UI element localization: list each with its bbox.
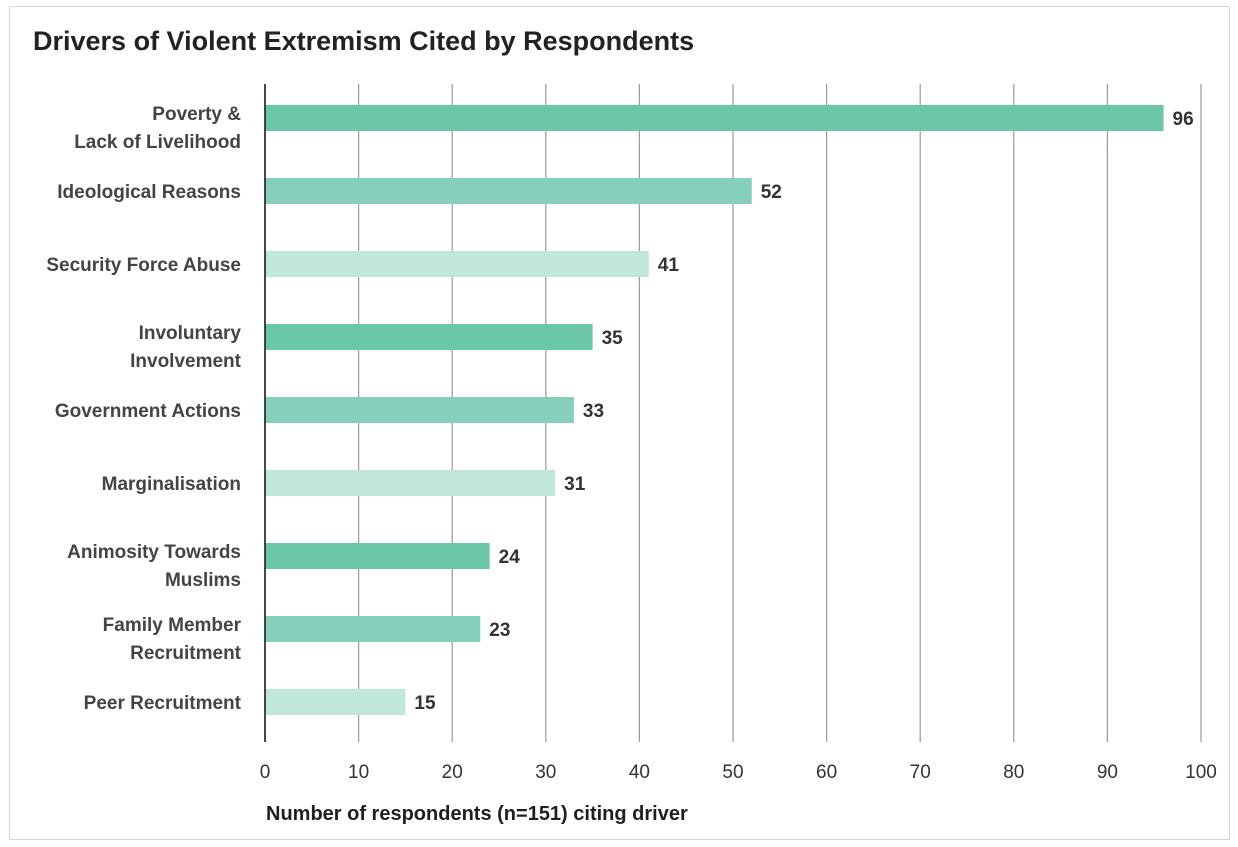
category-label-3-line-0: Involuntary bbox=[139, 323, 242, 344]
value-label-1: 52 bbox=[761, 182, 782, 203]
x-tick-label-20: 20 bbox=[442, 762, 463, 783]
x-tick-label-90: 90 bbox=[1097, 762, 1118, 783]
bar-2 bbox=[265, 251, 649, 277]
category-label-4-line-0: Government Actions bbox=[55, 401, 241, 422]
category-label-3-line-1: Involvement bbox=[130, 351, 242, 372]
x-tick-label-80: 80 bbox=[1003, 762, 1024, 783]
x-tick-label-50: 50 bbox=[722, 762, 743, 783]
bar-0 bbox=[265, 105, 1164, 131]
x-tick-label-70: 70 bbox=[910, 762, 931, 783]
category-label-7-line-1: Recruitment bbox=[130, 643, 242, 664]
value-label-5: 31 bbox=[564, 474, 586, 495]
category-label-8-line-0: Peer Recruitment bbox=[84, 693, 242, 714]
chart-title: Drivers of Violent Extremism Cited by Re… bbox=[33, 26, 695, 56]
value-label-3: 35 bbox=[602, 328, 624, 349]
bar-5 bbox=[265, 470, 556, 496]
value-label-8: 15 bbox=[414, 693, 436, 714]
category-label-0-line-1: Lack of Livelihood bbox=[74, 132, 241, 153]
value-label-4: 33 bbox=[583, 401, 604, 422]
bar-8 bbox=[265, 689, 406, 715]
category-label-7-line-0: Family Member bbox=[103, 615, 242, 636]
x-tick-label-10: 10 bbox=[348, 762, 369, 783]
x-tick-label-100: 100 bbox=[1185, 762, 1217, 783]
value-label-7: 23 bbox=[489, 620, 510, 641]
category-label-6-line-1: Muslims bbox=[165, 570, 241, 591]
category-label-5-line-0: Marginalisation bbox=[102, 474, 241, 495]
category-label-2-line-0: Security Force Abuse bbox=[46, 255, 241, 276]
chart-frame bbox=[9, 6, 1230, 840]
x-tick-label-60: 60 bbox=[816, 762, 837, 783]
bar-4 bbox=[265, 397, 574, 423]
x-axis-title: Number of respondents (n=151) citing dri… bbox=[266, 803, 688, 825]
x-tick-label-0: 0 bbox=[260, 762, 271, 783]
bar-7 bbox=[265, 616, 481, 642]
value-label-0: 96 bbox=[1173, 109, 1194, 130]
category-label-0-line-0: Poverty & bbox=[152, 104, 241, 125]
value-label-2: 41 bbox=[658, 255, 680, 276]
value-label-6: 24 bbox=[499, 547, 521, 568]
bar-3 bbox=[265, 324, 593, 350]
category-label-6-line-0: Animosity Towards bbox=[67, 542, 241, 563]
bar-6 bbox=[265, 543, 490, 569]
category-label-1-line-0: Ideological Reasons bbox=[57, 182, 241, 203]
x-tick-label-40: 40 bbox=[629, 762, 650, 783]
bar-1 bbox=[265, 178, 752, 204]
x-tick-label-30: 30 bbox=[535, 762, 556, 783]
